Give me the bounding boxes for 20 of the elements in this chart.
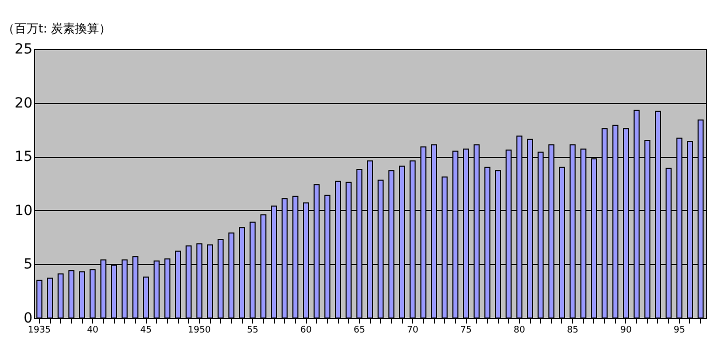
x-tick-label: 90 — [620, 326, 632, 336]
x-tick-label: 1950 — [188, 326, 212, 336]
x-tick-label: 55 — [246, 326, 258, 336]
x-tick-label: 95 — [674, 326, 686, 336]
y-tick-label: 25 — [14, 42, 32, 58]
y-tick-label: 20 — [14, 95, 32, 112]
y-axis-title: （百万t: 炭素換算） — [2, 22, 112, 36]
x-tick-label: 40 — [86, 326, 99, 336]
y-tick-label: 15 — [14, 149, 32, 166]
x-tick-label: 45 — [140, 326, 152, 336]
y-tick-label: 10 — [14, 202, 32, 219]
y-tick-label: 0 — [24, 310, 32, 326]
x-tick-label: 70 — [406, 326, 419, 336]
x-tick-label: 1935 — [28, 326, 51, 336]
y-tick-label: 5 — [24, 256, 32, 273]
x-tick-label: 85 — [566, 326, 578, 336]
x-tick-label: 65 — [354, 326, 366, 336]
x-tick-label: 75 — [460, 326, 472, 336]
x-tick-label: 60 — [300, 326, 312, 336]
x-tick-label: 80 — [514, 326, 526, 336]
